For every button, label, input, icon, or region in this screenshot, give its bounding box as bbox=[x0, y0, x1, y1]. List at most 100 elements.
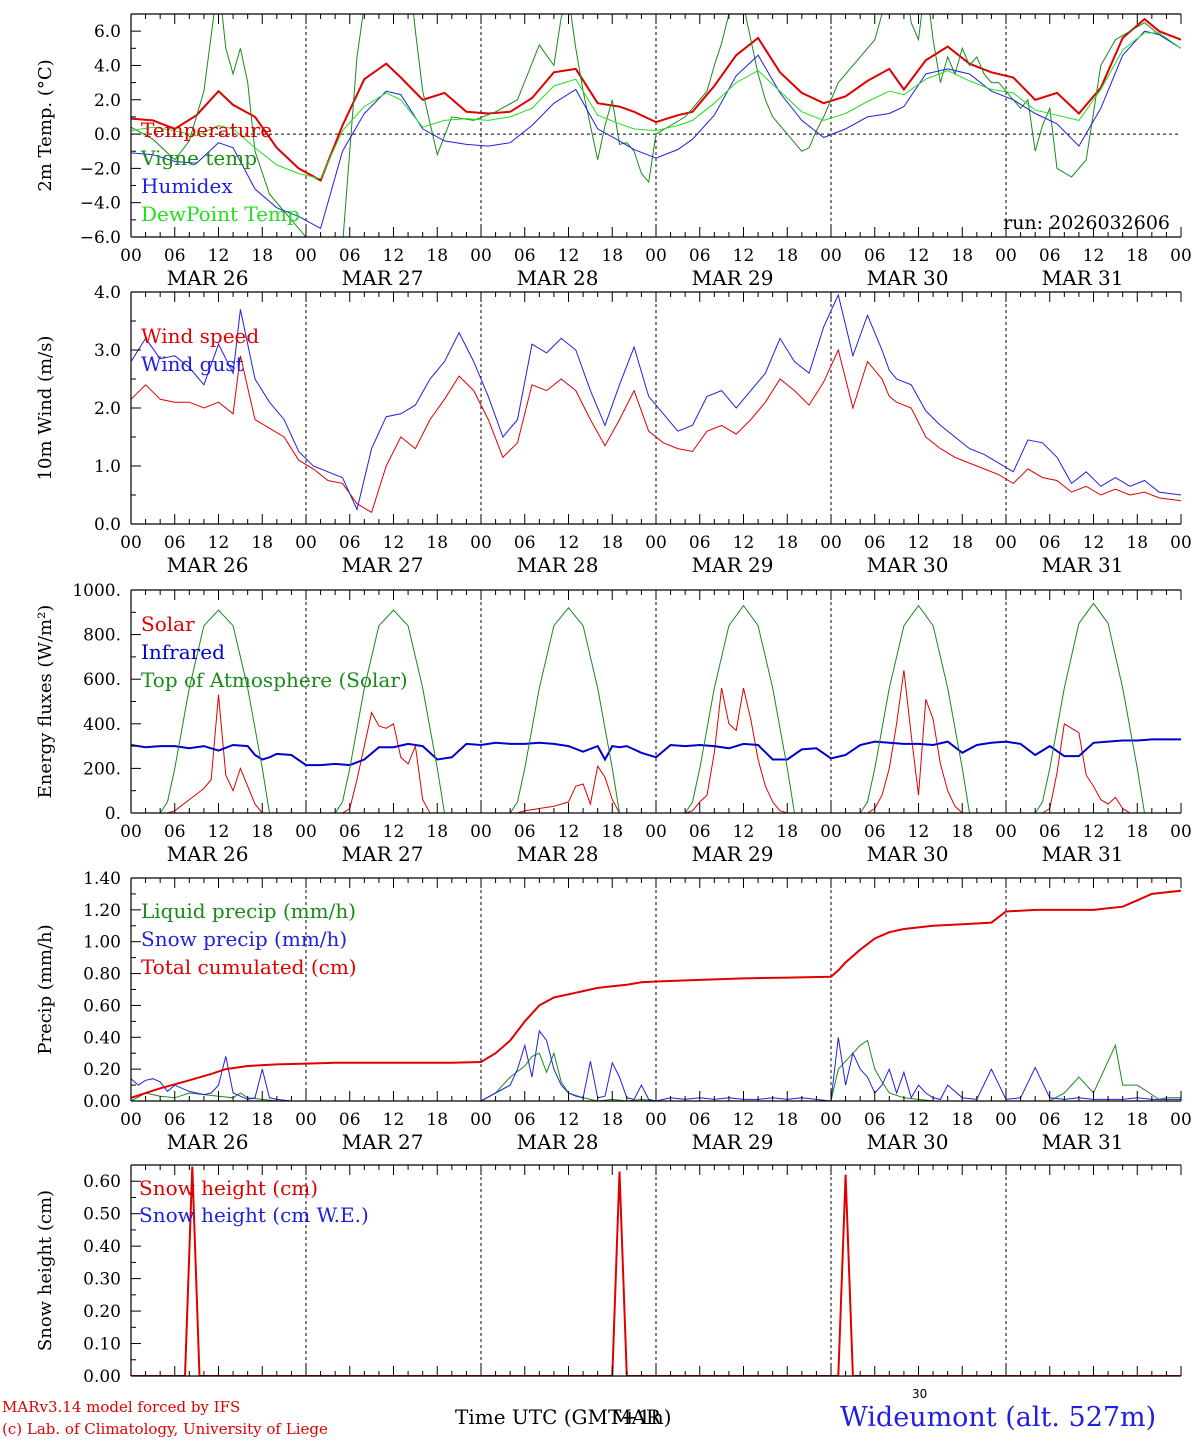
x-tick-label: 18 bbox=[426, 533, 448, 553]
x-tick-label: 06 bbox=[164, 1110, 186, 1130]
day-label: MAR 30 bbox=[867, 266, 949, 290]
x-tick-label: 06 bbox=[164, 533, 186, 553]
x-tick-label: 00 bbox=[295, 533, 317, 553]
x-tick-label: 06 bbox=[164, 246, 186, 266]
day-label: MAR 29 bbox=[692, 266, 774, 290]
x-tick-label: 00 bbox=[995, 533, 1017, 553]
y-tick-label: 1.00 bbox=[83, 933, 121, 953]
x-tick-label: 00 bbox=[820, 1110, 842, 1130]
legend-entry: Liquid precip (mm/h) bbox=[141, 899, 356, 923]
day-label: MAR 30 bbox=[867, 1130, 949, 1154]
x-tick-label: 00 bbox=[820, 246, 842, 266]
series-line-wind-gust bbox=[131, 293, 1181, 512]
y-tick-label: 2.0 bbox=[94, 399, 121, 419]
x-tick-label: 06 bbox=[1039, 246, 1061, 266]
legend-entry: Top of Atmosphere (Solar) bbox=[141, 668, 408, 692]
x-tick-label: 00 bbox=[120, 246, 142, 266]
x-tick-label: 12 bbox=[208, 533, 230, 553]
legend-entry: Vigne temp bbox=[140, 146, 257, 170]
x-tick-label: 12 bbox=[208, 246, 230, 266]
y-tick-label: 1.0 bbox=[94, 457, 121, 477]
x-tick-label: 18 bbox=[601, 533, 623, 553]
x-tick-label: 00 bbox=[820, 822, 842, 842]
x-tick-label: 18 bbox=[251, 533, 273, 553]
x-tick-label: 12 bbox=[383, 533, 405, 553]
legend-entry: DewPoint Temp bbox=[141, 202, 300, 226]
series-line-total-cumulated-cm- bbox=[131, 889, 1181, 1099]
day-label: MAR 27 bbox=[342, 1130, 424, 1154]
x-tick-label: 18 bbox=[776, 1110, 798, 1130]
day-label: MAR 27 bbox=[342, 553, 424, 577]
x-tick-label: 00 bbox=[645, 822, 667, 842]
y-tick-label: 0.40 bbox=[83, 1028, 121, 1048]
credit-line-1: MARv3.14 model forced by IFS bbox=[2, 1398, 240, 1416]
y-axis-label: Snow height (cm) bbox=[35, 1190, 56, 1351]
x-tick-label: 06 bbox=[864, 533, 886, 553]
x-tick-label: 12 bbox=[383, 1110, 405, 1130]
x-tick-label: 18 bbox=[1126, 1110, 1148, 1130]
x-tick-label: 06 bbox=[514, 533, 536, 553]
x-tick-label: 00 bbox=[295, 822, 317, 842]
day-label: MAR 27 bbox=[342, 842, 424, 866]
y-tick-label: 800. bbox=[83, 626, 121, 646]
x-tick-label: 12 bbox=[558, 533, 580, 553]
y-tick-label: 0.20 bbox=[83, 1302, 121, 1322]
y-tick-label: 0.40 bbox=[83, 1237, 121, 1257]
x-tick-label: 00 bbox=[295, 1110, 317, 1130]
x-tick-label: 00 bbox=[645, 533, 667, 553]
panel-5: 0.00 0.10 0.20 0.30 0.40 0.50 0.60 Snow height … bbox=[35, 1164, 1182, 1387]
x-tick-label: 06 bbox=[689, 246, 711, 266]
x-tick-label: 12 bbox=[908, 246, 930, 266]
station-name: Wideumont (alt. 527m) bbox=[840, 1402, 1156, 1433]
legend-entry: Temperature bbox=[141, 118, 272, 142]
x-tick-label: 06 bbox=[689, 822, 711, 842]
x-tick-label: 18 bbox=[1126, 246, 1148, 266]
y-tick-label: 4.0 bbox=[94, 56, 121, 76]
x-tick-label: 18 bbox=[1126, 822, 1148, 842]
day-label: MAR 26 bbox=[167, 842, 249, 866]
day-label: MAR 31 bbox=[1042, 1130, 1124, 1154]
x-tick-label: 18 bbox=[251, 246, 273, 266]
x-tick-label: 12 bbox=[383, 246, 405, 266]
x-tick-label: 06 bbox=[864, 1110, 886, 1130]
day-label: MAR 28 bbox=[517, 1130, 599, 1154]
x-tick-label: 00 bbox=[820, 533, 842, 553]
y-tick-label: 200. bbox=[83, 759, 121, 779]
panel-3: 00 06 12 18 00 06 12 18 00 06 12 18 00 06 12 18 00 06 12 18… bbox=[35, 581, 1192, 866]
day-label: MAR 30 bbox=[867, 842, 949, 866]
x-tick-label: 12 bbox=[558, 1110, 580, 1130]
x-tick-label: 00 bbox=[645, 1110, 667, 1130]
x-tick-label: 00 bbox=[645, 246, 667, 266]
x-tick-label: 00 bbox=[995, 246, 1017, 266]
x-tick-label: 18 bbox=[251, 1110, 273, 1130]
day-label: MAR 31 bbox=[1042, 266, 1124, 290]
day-label: MAR 30 bbox=[867, 553, 949, 577]
day-label: MAR 29 bbox=[692, 1130, 774, 1154]
x-tick-label: 06 bbox=[1039, 533, 1061, 553]
x-tick-label: 00 bbox=[120, 533, 142, 553]
panel-4: 00 06 12 18 00 06 12 18 00 06 12 18 00 06 12 18 00 06 12 18… bbox=[35, 869, 1192, 1154]
time-axis-label: Time UTC (GMT+1h) bbox=[455, 1405, 672, 1429]
day-label: MAR 28 bbox=[517, 553, 599, 577]
x-tick-label: 12 bbox=[908, 1110, 930, 1130]
x-tick-label: 18 bbox=[601, 1110, 623, 1130]
legend-entry: Wind speed bbox=[141, 324, 259, 348]
day-label: MAR 29 bbox=[692, 553, 774, 577]
x-tick-label: 18 bbox=[951, 533, 973, 553]
day-label: MAR 28 bbox=[517, 842, 599, 866]
x-tick-label: 00 bbox=[470, 246, 492, 266]
y-tick-label: −4.0 bbox=[80, 194, 121, 214]
series-line-dewpoint-temp bbox=[131, 32, 1181, 180]
x-tick-label: 12 bbox=[908, 533, 930, 553]
legend-entry: Wind gust bbox=[141, 352, 244, 376]
x-tick-label: 00 bbox=[295, 246, 317, 266]
y-tick-label: 0.60 bbox=[83, 1172, 121, 1192]
legend-entry: Snow height (cm W.E.) bbox=[139, 1203, 369, 1227]
panel-1: 00 06 12 18 00 06 12 18 00 06 12 18 00 06 12 18 00 06 12 18… bbox=[35, 13, 1192, 290]
x-tick-label: 18 bbox=[951, 822, 973, 842]
x-tick-label: 18 bbox=[776, 246, 798, 266]
y-tick-label: 1000. bbox=[72, 581, 121, 601]
series-line-temperature bbox=[131, 17, 1181, 182]
x-tick-label: 00 bbox=[995, 1110, 1017, 1130]
y-tick-label: 0.10 bbox=[83, 1335, 121, 1355]
